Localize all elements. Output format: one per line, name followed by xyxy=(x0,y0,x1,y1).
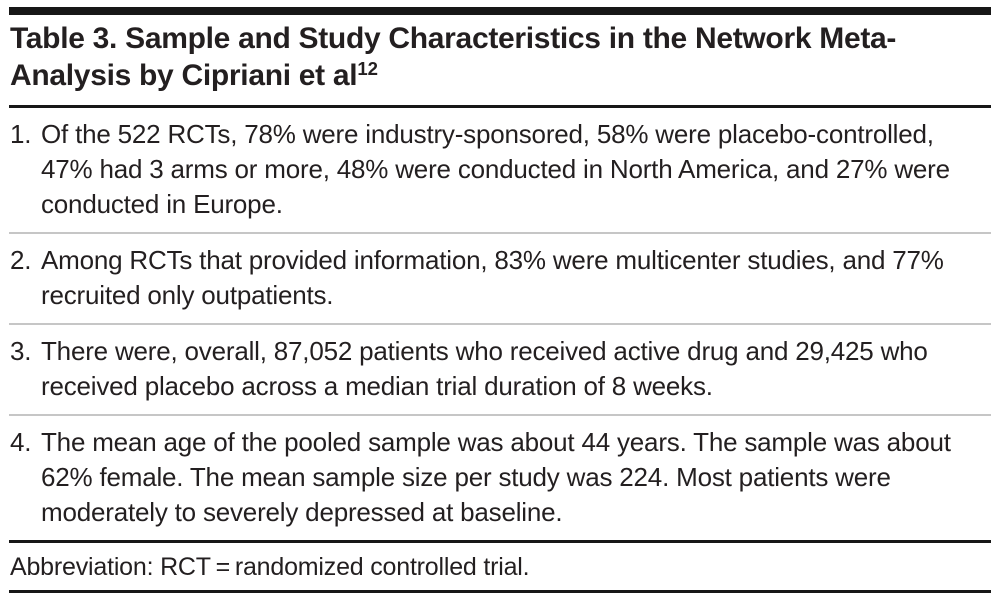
list-item-text: Among RCTs that provided information, 83… xyxy=(41,245,944,310)
list-item: 1. Of the 522 RCTs, 78% were industry-sp… xyxy=(9,108,991,234)
list-item: 3. There were, overall, 87,052 patients … xyxy=(9,325,991,416)
title-divider-rule xyxy=(9,105,991,108)
list-item-number: 3. xyxy=(10,336,32,366)
list-item-text: Of the 522 RCTs, 78% were industry-spons… xyxy=(41,119,950,219)
list-item-number: 1. xyxy=(10,119,32,149)
citation-superscript: 12 xyxy=(357,58,379,80)
list-item-number: 4. xyxy=(10,427,32,457)
abbreviation-footnote: Abbreviation: RCT = randomized controlle… xyxy=(10,553,530,581)
list-item-text: There were, overall, 87,052 patients who… xyxy=(41,336,928,401)
list-item: 2. Among RCTs that provided information,… xyxy=(9,234,991,325)
list-item-number: 2. xyxy=(10,245,32,275)
characteristics-list: 1. Of the 522 RCTs, 78% were industry-sp… xyxy=(9,108,991,540)
table-title: Table 3. Sample and Study Characteristic… xyxy=(9,15,991,105)
footnote-section: Abbreviation: RCT = randomized controlle… xyxy=(9,540,991,593)
list-item-text: The mean age of the pooled sample was ab… xyxy=(41,427,951,527)
table-title-text: Table 3. Sample and Study Characteristic… xyxy=(10,22,897,92)
list-item: 4. The mean age of the pooled sample was… xyxy=(9,416,991,540)
top-heavy-rule xyxy=(9,7,991,15)
